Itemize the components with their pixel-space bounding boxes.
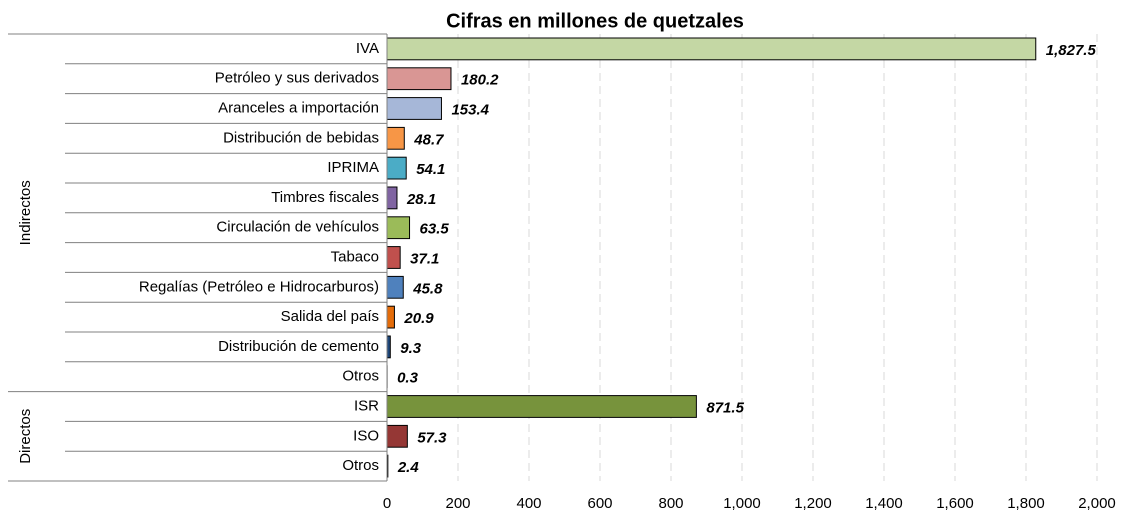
bar <box>386 275 404 299</box>
category-label: ISR <box>354 397 379 414</box>
x-tick-label: 400 <box>516 495 541 512</box>
value-label: 1,827.5 <box>1046 42 1097 59</box>
bar <box>386 424 408 448</box>
value-label: 57.3 <box>417 429 447 446</box>
value-label: 54.1 <box>416 161 445 178</box>
bar <box>386 216 411 240</box>
category-label: IVA <box>356 40 379 57</box>
group-label: Indirectos <box>17 180 34 245</box>
category-label: IPRIMA <box>327 159 379 176</box>
x-tick-label: 1,200 <box>794 495 832 512</box>
category-label: Tabaco <box>331 248 379 265</box>
category-label: Distribución de bebidas <box>223 129 379 146</box>
x-tick-label: 200 <box>445 495 470 512</box>
value-label: 153.4 <box>451 101 489 118</box>
category-label: Otros <box>342 457 379 474</box>
bar <box>386 37 1037 61</box>
bar <box>386 395 697 418</box>
category-label: Aranceles a importación <box>218 99 379 116</box>
bar <box>386 67 452 91</box>
category-label: Timbres fiscales <box>271 189 379 206</box>
category-label: Otros <box>342 368 379 385</box>
x-tick-label: 1,800 <box>1007 495 1045 512</box>
value-label: 48.7 <box>413 131 444 148</box>
x-tick-label: 800 <box>658 495 683 512</box>
x-tick-label: 1,000 <box>723 495 761 512</box>
category-label: Distribución de cemento <box>218 338 379 355</box>
value-label: 0.3 <box>397 370 419 387</box>
x-tick-label: 1,400 <box>865 495 903 512</box>
category-label: Regalías (Petróleo e Hidrocarburos) <box>139 278 379 295</box>
bar <box>386 186 398 210</box>
category-label: ISO <box>353 427 379 444</box>
value-label: 871.5 <box>706 399 744 416</box>
group-label: Directos <box>17 409 34 464</box>
bar <box>386 97 442 120</box>
value-label: 2.4 <box>397 459 420 476</box>
x-tick-label: 0 <box>383 495 391 512</box>
value-label: 20.9 <box>403 310 434 327</box>
category-label: Petróleo y sus derivados <box>215 70 379 87</box>
value-label: 180.2 <box>461 72 499 89</box>
chart-title: Cifras en millones de quetzales <box>446 10 744 32</box>
x-tick-label: 600 <box>587 495 612 512</box>
category-label: Circulación de vehículos <box>216 219 379 236</box>
category-label: Salida del país <box>281 308 379 325</box>
value-label: 9.3 <box>400 340 422 357</box>
bar <box>386 246 401 269</box>
bar <box>386 126 405 150</box>
x-tick-label: 1,600 <box>936 495 974 512</box>
value-label: 37.1 <box>410 250 439 267</box>
bar <box>386 156 407 180</box>
bar <box>386 305 395 329</box>
value-label: 63.5 <box>420 221 450 238</box>
x-tick-label: 2,000 <box>1078 495 1116 512</box>
value-label: 45.8 <box>412 280 443 297</box>
value-label: 28.1 <box>406 191 436 208</box>
